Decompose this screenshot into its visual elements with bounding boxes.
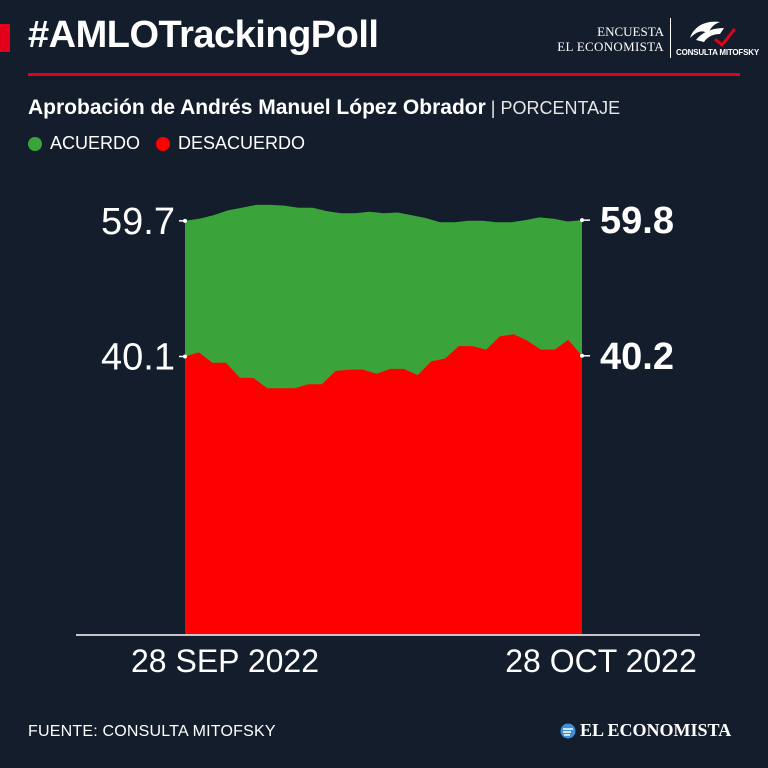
start-point-acuerdo [183, 218, 187, 223]
area-desacuerdo [185, 334, 582, 634]
hashtag-title: #AMLOTrackingPoll [28, 14, 379, 56]
start-label-desacuerdo: 40.1 [101, 336, 175, 378]
legend-label-desacuerdo: DESACUERDO [178, 133, 306, 153]
chart-subtitle: Aprobación de Andrés Manuel López Obrado… [28, 96, 620, 120]
accent-bar [0, 24, 10, 52]
footer-brand: EL ECONOMISTA [560, 720, 731, 741]
legend-dot-desacuerdo [156, 136, 171, 151]
brand-line-2: EL ECONOMISTA [557, 39, 664, 54]
brand-separator [670, 18, 671, 58]
start-point-desacuerdo [183, 354, 187, 359]
end-point-desacuerdo [580, 353, 584, 358]
subtitle-separator: | [485, 98, 501, 118]
subtitle-unit: PORCENTAJE [500, 98, 621, 118]
x-label-end: 28 OCT 2022 [505, 643, 697, 679]
mitofsky-label: CONSULTA MITOFSKY [676, 48, 759, 57]
approval-area-chart: 59.7 59.8 40.1 40.2 28 SEP 2022 28 OCT 2022 [76, 200, 700, 679]
brand-line-1: ENCUESTA [597, 24, 664, 39]
legend-dot-acuerdo [28, 136, 42, 151]
end-label-acuerdo: 59.8 [600, 200, 674, 242]
end-point-acuerdo [580, 218, 584, 223]
el-economista-logo-icon [560, 723, 576, 738]
brand-encuesta: ENCUESTA EL ECONOMISTA [548, 24, 664, 54]
x-label-start: 28 SEP 2022 [131, 643, 319, 679]
footer-brand-name: EL ECONOMISTA [580, 720, 732, 740]
mitofsky-emblem-icon [690, 21, 736, 47]
legend-item-acuerdo: ACUERDO [28, 133, 140, 154]
start-label-acuerdo: 59.7 [101, 201, 175, 243]
consulta-mitofsky-logo: CONSULTA MITOFSKY [676, 14, 759, 62]
legend: ACUERDO DESACUERDO [28, 133, 321, 154]
end-label-desacuerdo: 40.2 [600, 336, 674, 378]
source-note: FUENTE: CONSULTA MITOFSKY [28, 723, 276, 740]
legend-label-acuerdo: ACUERDO [50, 133, 141, 153]
header-rule [28, 73, 740, 76]
subtitle-main: Aprobación de Andrés Manuel López Obrado… [28, 96, 486, 119]
legend-item-desacuerdo: DESACUERDO [156, 133, 305, 154]
